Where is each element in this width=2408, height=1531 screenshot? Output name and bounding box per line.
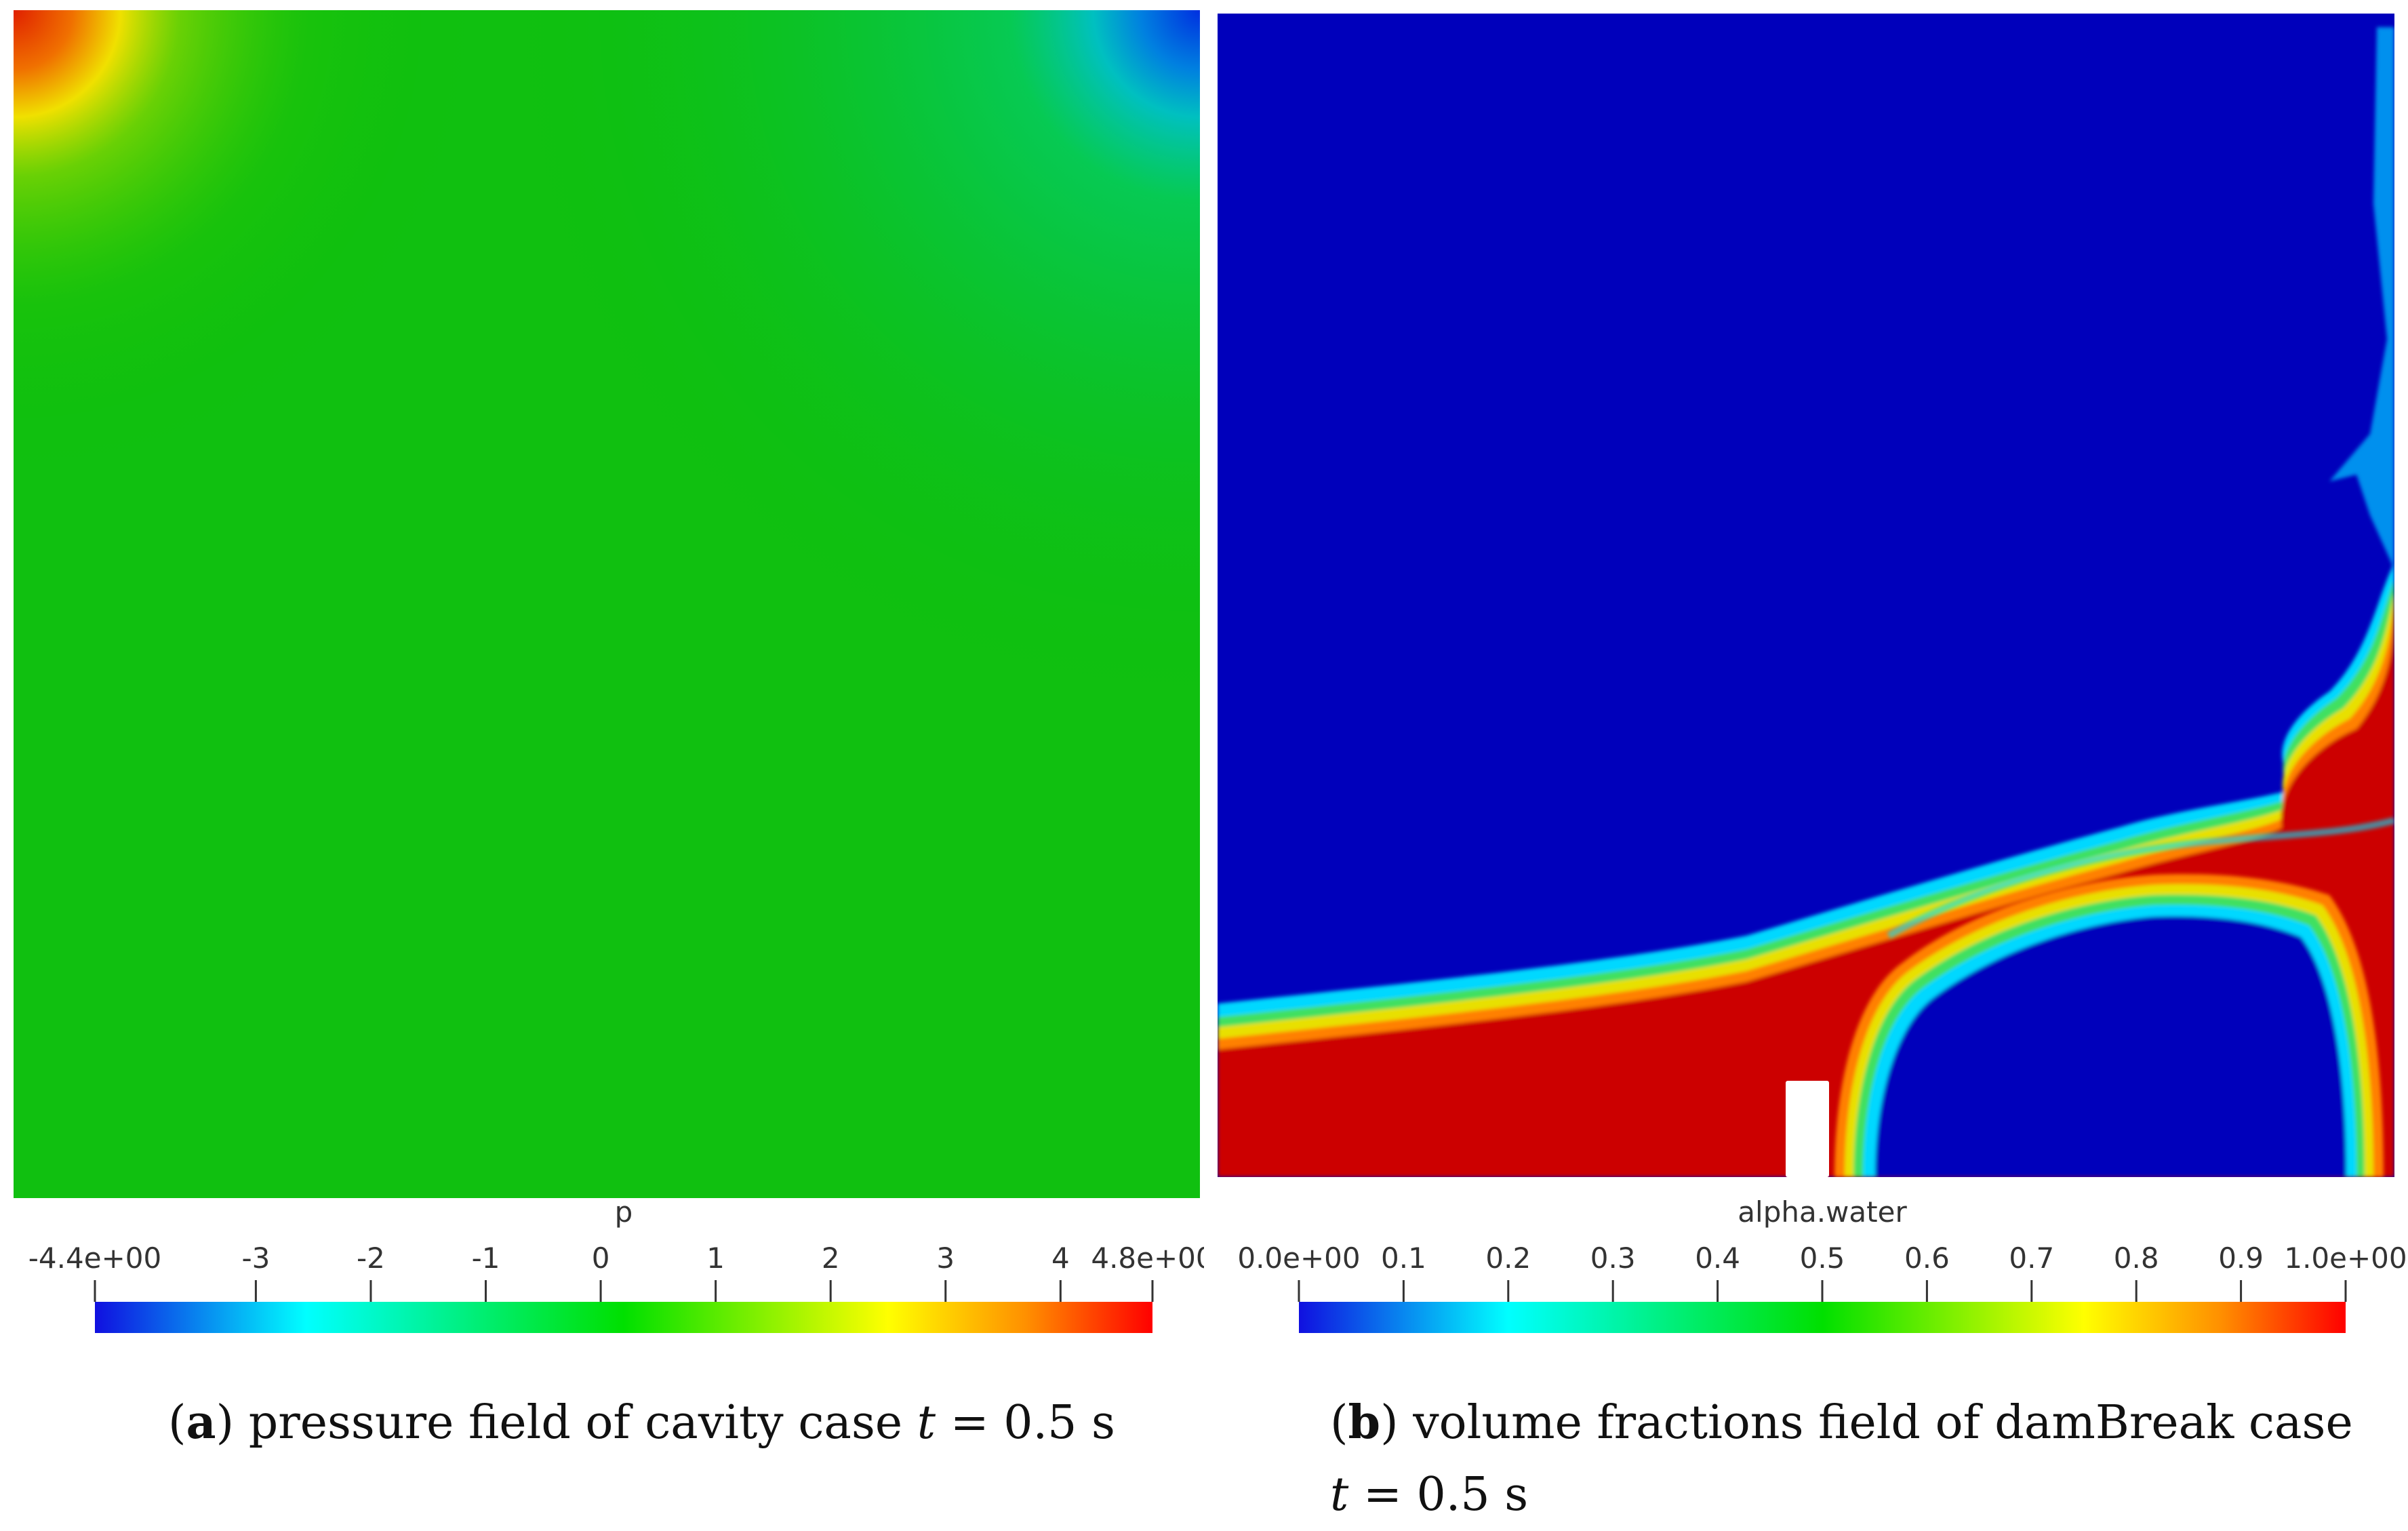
pressure-colorbar-tick-label: 1 [706,1241,725,1275]
pressure-colorbar-tick-label: -3 [241,1241,270,1275]
pressure-colorbar-tick-label: 4.8e+00 [1091,1241,1204,1275]
volume-fraction-domain [1218,14,2394,1177]
pressure-colorbar: p -4.4e+00 -3 -2 -1 0 1 2 3 4 4.8e+00 [28,1195,1204,1333]
panel-a: p -4.4e+00 -3 -2 -1 0 1 2 3 4 4.8e+00 (a) pressur… [0,0,1204,1530]
pressure-colorbar-tick-label: 4 [1051,1241,1070,1275]
caption-b-text: volume fractions field of damBreak case [1413,1396,2353,1450]
caption-a-time-var: t [917,1396,936,1450]
dam-obstacle [1786,1081,1829,1177]
caption-a-time-value: = 0.5 s [950,1396,1115,1450]
pressure-field-plot [14,10,1200,1198]
volume-fraction-colorbar-tick-label: 1.0e+00 [2284,1241,2407,1275]
pressure-colorbar-tick-label: -1 [472,1241,500,1275]
caption-a-letter: a [186,1395,216,1450]
pressure-colorbar-gradient [95,1302,1152,1333]
volume-fraction-colorbar-tick-label: 0.4 [1695,1241,1740,1275]
caption-a-text: pressure field of cavity case [248,1396,903,1450]
pressure-colorbar-tick-label: 0 [592,1241,610,1275]
volume-fraction-colorbar: alpha.water 0.0e+00 0.1 0.2 0.3 0.4 0.5 0.6 0.7… [1237,1195,2407,1333]
caption-b-letter: b [1348,1395,1381,1450]
caption-a: (a) pressure field of cavity case t = 0.… [168,1395,1115,1450]
pressure-colorbar-tick-label: -4.4e+00 [28,1241,161,1275]
volume-fraction-colorbar-tick-label: 0.9 [2218,1241,2264,1275]
pressure-colorbar-tick-label: -2 [357,1241,385,1275]
volume-fraction-colorbar-tick-label: 0.3 [1590,1241,1636,1275]
volume-fraction-colorbar-tick-label: 0.6 [1904,1241,1950,1275]
caption-b-time-var: t [1330,1468,1349,1522]
volume-fraction-colorbar-tick-label: 0.1 [1381,1241,1426,1275]
panel-b: alpha.water 0.0e+00 0.1 0.2 0.3 0.4 0.5 0.6 0.7… [1204,0,2408,1530]
pressure-colorbar-tick-label: 2 [822,1241,840,1275]
volume-fraction-colorbar-tick-label: 0.2 [1485,1241,1531,1275]
volume-fraction-colorbar-tick-label: 0.7 [2009,1241,2054,1275]
volume-fraction-colorbar-tick-label: 0.0e+00 [1237,1241,1360,1275]
volume-fraction-colorbar-tick-label: 0.8 [2114,1241,2159,1275]
volume-fraction-colorbar-gradient [1299,1302,2346,1333]
volume-fraction-colorbar-tick-label: 0.5 [1800,1241,1845,1275]
volume-fraction-plot [1218,14,2394,1177]
pressure-colorbar-title: p [615,1195,633,1229]
caption-b-time-value: = 0.5 s [1363,1468,1529,1522]
caption-b: (b) volume fractions field of damBreak c… [1330,1395,2353,1522]
pressure-colorbar-tick-label: 3 [936,1241,955,1275]
volume-fraction-colorbar-title: alpha.water [1738,1195,1907,1229]
